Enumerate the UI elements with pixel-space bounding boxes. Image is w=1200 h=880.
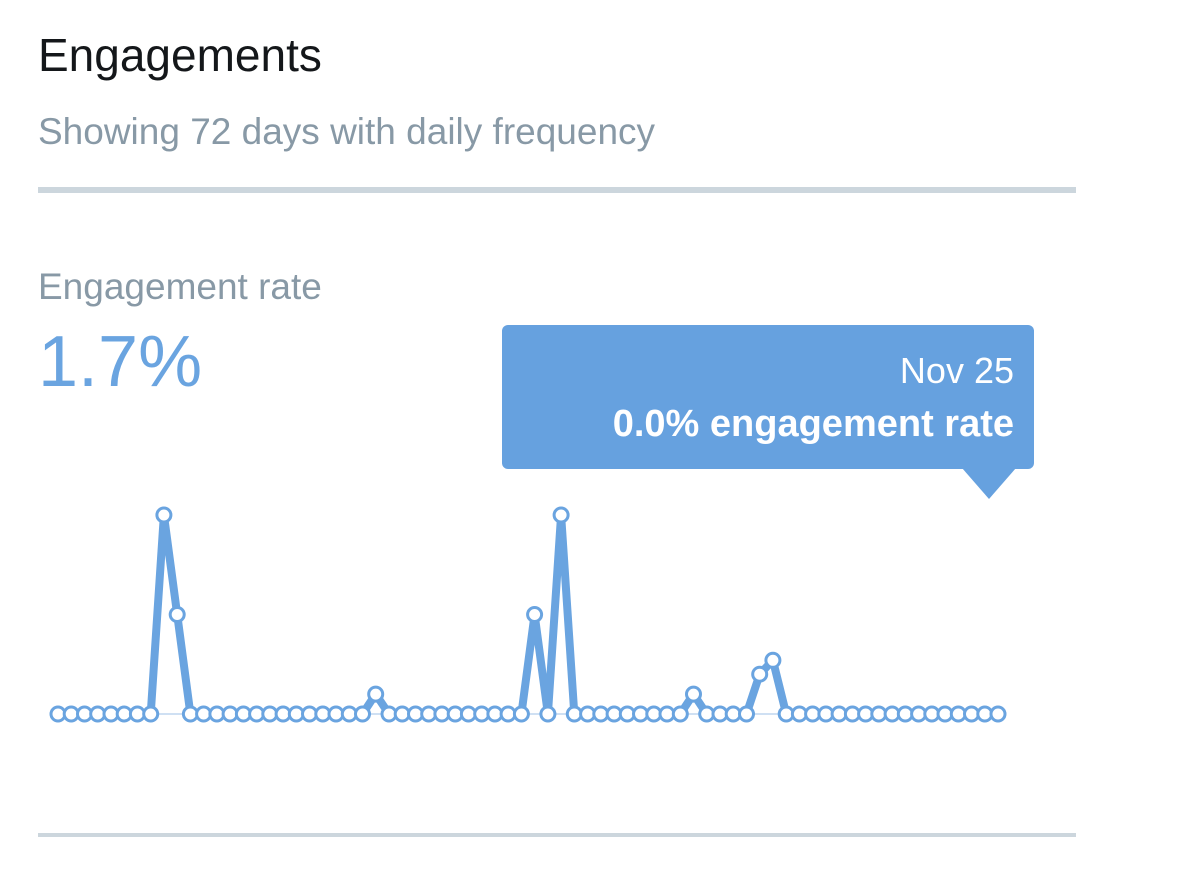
data-point[interactable] — [367, 685, 385, 703]
data-point[interactable] — [738, 705, 755, 723]
data-point[interactable] — [552, 506, 570, 524]
data-point[interactable] — [764, 651, 782, 669]
metric-value: 1.7% — [38, 322, 203, 402]
page-title: Engagements — [38, 29, 322, 81]
chart-tooltip: Nov 25 0.0% engagement rate — [502, 325, 1034, 469]
bottom-divider — [38, 833, 1076, 837]
data-point[interactable] — [526, 606, 544, 623]
tooltip-date: Nov 25 — [899, 350, 1014, 391]
data-point[interactable] — [142, 705, 160, 723]
data-point[interactable] — [989, 705, 1007, 723]
data-point[interactable] — [155, 506, 173, 524]
data-point[interactable] — [751, 665, 769, 683]
engagement-rate-chart[interactable] — [0, 480, 1200, 760]
tooltip-value: 0.0% engagement rate — [612, 403, 1014, 445]
data-point[interactable] — [168, 606, 186, 623]
top-divider — [38, 187, 1076, 193]
data-point[interactable] — [685, 685, 702, 703]
data-point[interactable] — [539, 705, 557, 723]
data-point[interactable] — [354, 705, 371, 723]
data-point[interactable] — [671, 705, 689, 723]
data-point[interactable] — [512, 705, 530, 723]
metric-label: Engagement rate — [38, 266, 322, 307]
tooltip-arrow — [962, 468, 1016, 499]
page-subtitle: Showing 72 days with daily frequency — [38, 111, 656, 152]
